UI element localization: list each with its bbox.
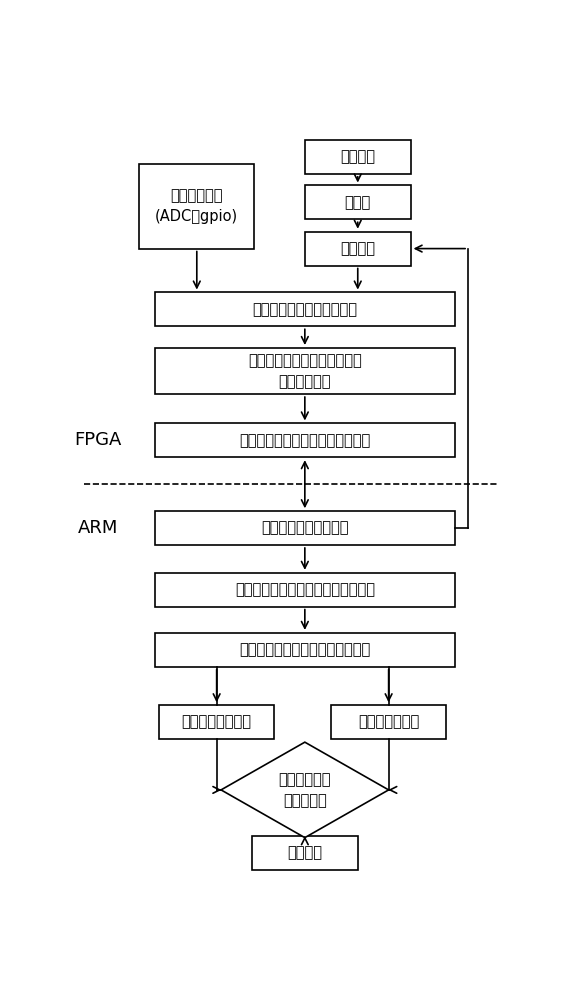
- Text: 遥信信号输入
(ADC、gpio): 遥信信号输入 (ADC、gpio): [155, 188, 238, 224]
- Text: 时钟输入: 时钟输入: [340, 149, 376, 164]
- Text: 上报事件: 上报事件: [287, 846, 323, 861]
- Text: 锁相环: 锁相环: [345, 195, 371, 210]
- Text: 初始化时标和同步时钟: 初始化时标和同步时钟: [261, 521, 349, 536]
- Text: 获取信号进行分析: 获取信号进行分析: [182, 715, 251, 730]
- FancyBboxPatch shape: [252, 836, 358, 870]
- FancyBboxPatch shape: [331, 705, 446, 739]
- Text: 定时去获取寄存器内信号和时标数据: 定时去获取寄存器内信号和时标数据: [235, 582, 375, 597]
- Text: 根据写入指针位置获取响应的数据: 根据写入指针位置获取响应的数据: [239, 642, 370, 657]
- FancyBboxPatch shape: [155, 348, 455, 394]
- Text: 时标转换时间戳: 时标转换时间戳: [358, 715, 419, 730]
- Text: 按照采集顺序存储信号和时标
到指定寄存器: 按照采集顺序存储信号和时标 到指定寄存器: [248, 353, 362, 389]
- Text: 读取遥信信号记录此时时标: 读取遥信信号记录此时时标: [252, 302, 357, 317]
- Text: 存储到寄存器的同时更新写入指针: 存储到寄存器的同时更新写入指针: [239, 433, 370, 448]
- FancyBboxPatch shape: [155, 633, 455, 667]
- Text: ARM: ARM: [77, 519, 118, 537]
- Text: 判断信号是否
异常和翻转: 判断信号是否 异常和翻转: [279, 772, 331, 808]
- FancyBboxPatch shape: [155, 573, 455, 607]
- Text: FPGA: FPGA: [74, 431, 121, 449]
- FancyBboxPatch shape: [155, 423, 455, 457]
- FancyBboxPatch shape: [305, 140, 411, 174]
- FancyBboxPatch shape: [155, 511, 455, 545]
- FancyBboxPatch shape: [305, 232, 411, 266]
- Text: 微妙时标: 微妙时标: [340, 241, 376, 256]
- FancyBboxPatch shape: [305, 185, 411, 219]
- FancyBboxPatch shape: [139, 164, 254, 249]
- FancyBboxPatch shape: [159, 705, 274, 739]
- Polygon shape: [221, 742, 389, 838]
- FancyBboxPatch shape: [155, 292, 455, 326]
